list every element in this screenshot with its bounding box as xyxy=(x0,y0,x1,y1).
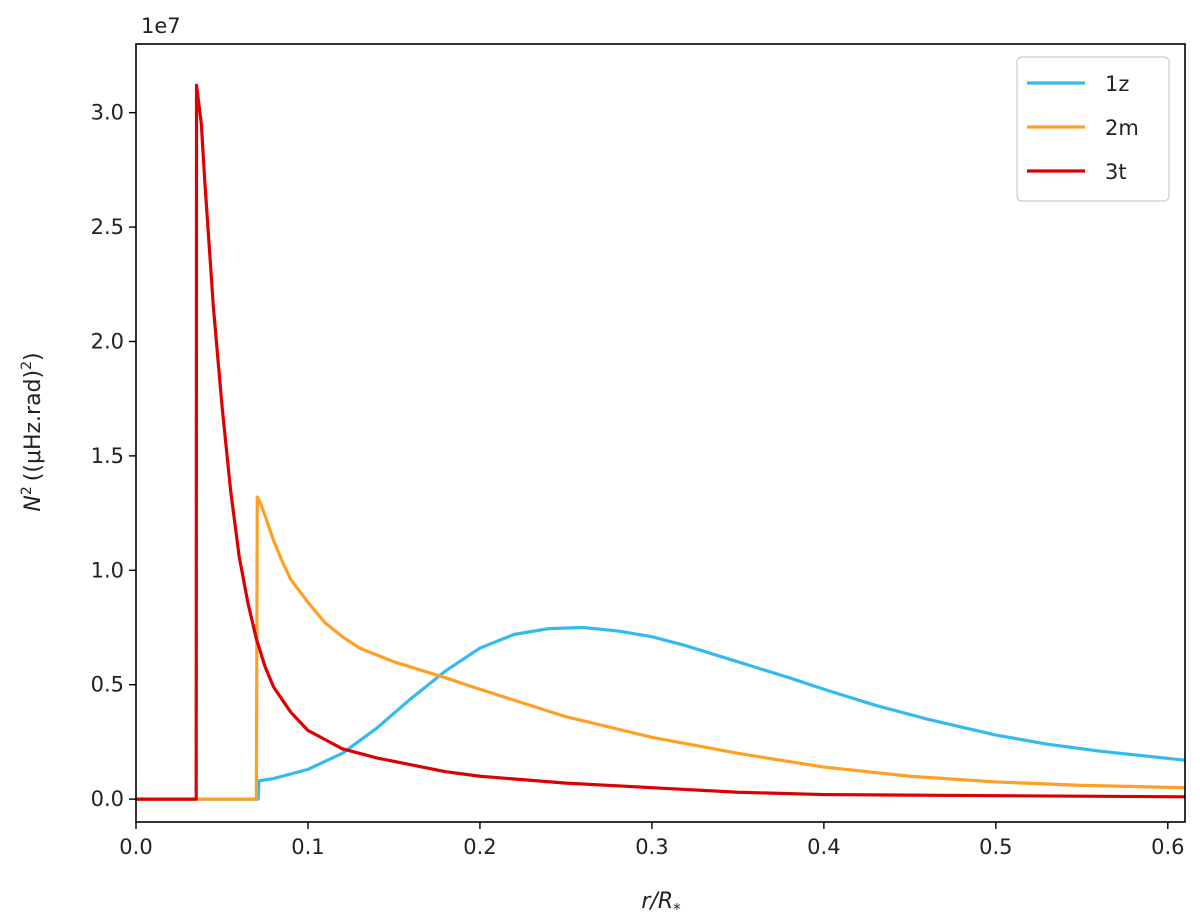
x-tick-label: 0.4 xyxy=(807,835,840,859)
x-tick-label: 0.1 xyxy=(291,835,324,859)
legend-label-2m: 2m xyxy=(1105,116,1139,140)
x-tick-label: 0.2 xyxy=(463,835,496,859)
y-multiplier-label: 1e7 xyxy=(141,14,181,38)
plot-frame xyxy=(135,43,1186,823)
legend-box xyxy=(1016,56,1170,202)
y-tick-label: 2.0 xyxy=(91,329,124,353)
x-tick-label: 0.0 xyxy=(119,835,152,859)
x-axis-label-sub: * xyxy=(673,900,681,918)
x-tick-label: 0.3 xyxy=(635,835,668,859)
legend: 1z 2m 3t xyxy=(1016,56,1170,202)
series-line-2m xyxy=(136,495,1185,801)
y-axis-label: N2((μHz.rad)2) xyxy=(19,352,46,511)
x-axis-label: r/R* xyxy=(641,889,681,918)
series-line-1z xyxy=(136,625,1185,801)
y-tick-label: 0.5 xyxy=(91,673,124,697)
y-axis-label-unit-exp: 2 xyxy=(19,361,35,370)
x-tick-label: 0.5 xyxy=(979,835,1012,859)
y-tick-label: 3.0 xyxy=(91,101,124,125)
plot-area xyxy=(136,83,1185,801)
legend-label-3t: 3t xyxy=(1105,160,1127,184)
x-tick-label: 0.6 xyxy=(1151,835,1184,859)
y-axis-label-unit: ((μHz.rad) xyxy=(21,370,46,481)
y-axis-label-exp: 2 xyxy=(19,486,35,495)
y-tick-label: 0.0 xyxy=(91,787,124,811)
legend-label-1z: 1z xyxy=(1105,72,1129,96)
series-line-3t xyxy=(136,83,1185,801)
axes: 0.0 0.1 0.2 0.3 0.4 0.5 0.6 0.0 0.5 1.0 1.5 2.0 2.5 3… xyxy=(91,43,1186,859)
y-tick-label: 2.5 xyxy=(91,215,124,239)
y-tick-label: 1.0 xyxy=(91,558,124,582)
x-axis-label-main: r/R xyxy=(641,889,673,914)
y-tick-label: 1.5 xyxy=(91,444,124,468)
y-axis-label-n: N xyxy=(21,495,46,511)
y-axis-label-close: ) xyxy=(21,352,46,361)
